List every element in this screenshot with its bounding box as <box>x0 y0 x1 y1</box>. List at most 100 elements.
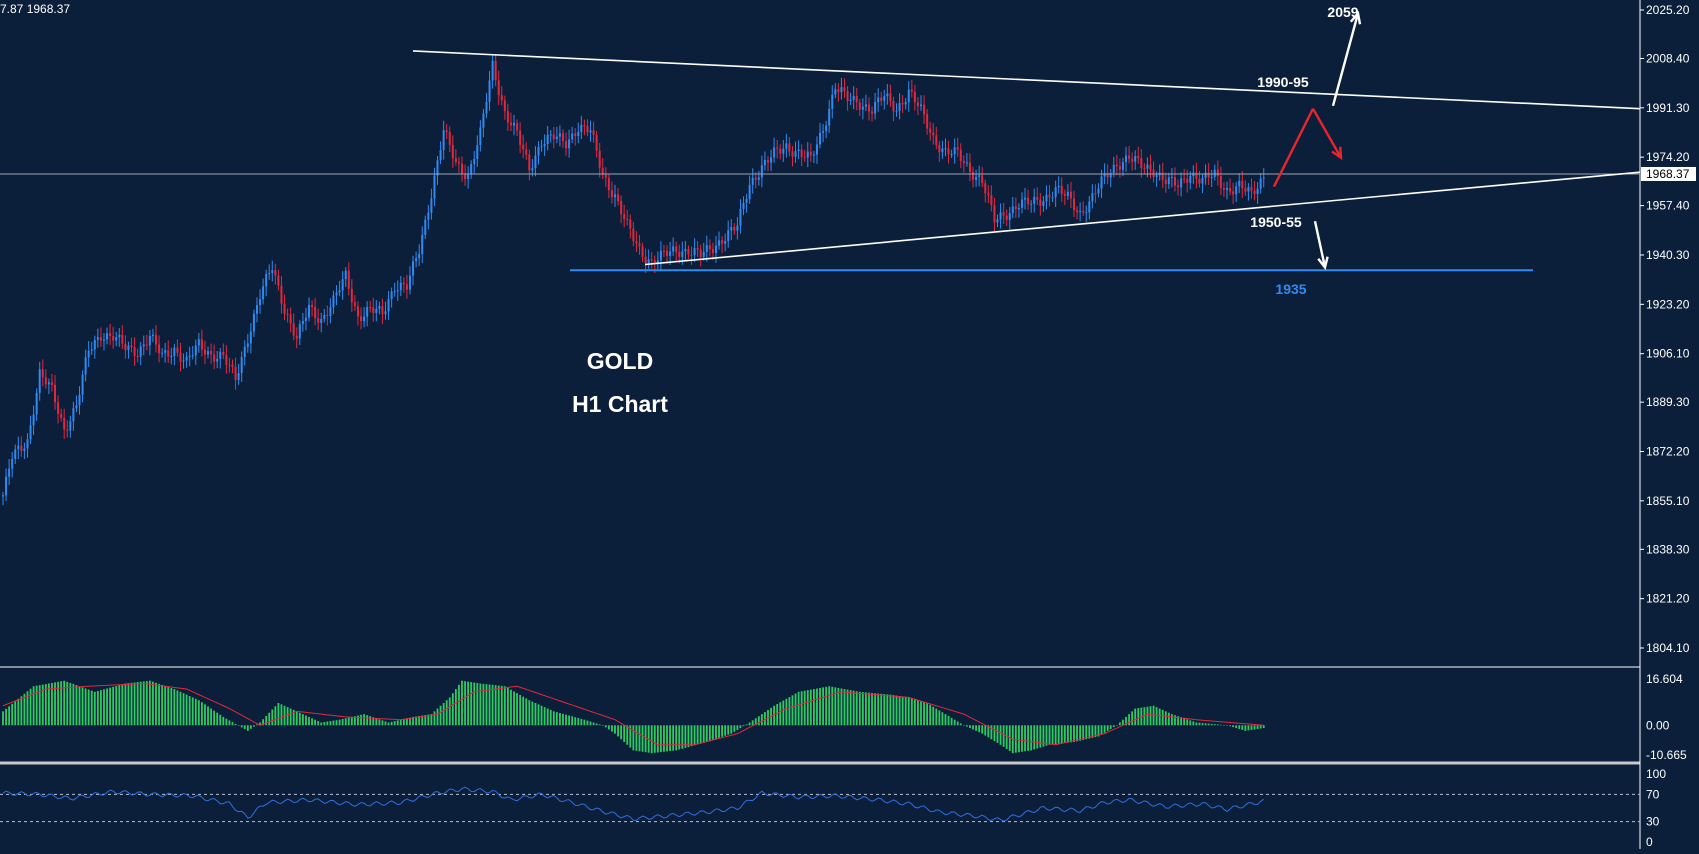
candle-body <box>461 163 463 175</box>
macd-bar <box>1076 725 1078 742</box>
candle <box>962 155 965 173</box>
macd-bar <box>534 702 537 726</box>
candle-body <box>834 89 837 95</box>
macd-bar <box>20 696 23 726</box>
candle-body <box>858 102 861 110</box>
candle-body <box>265 274 268 287</box>
candle <box>237 363 240 385</box>
candle-body <box>1131 158 1134 162</box>
macd-bar <box>427 714 430 726</box>
candle-body <box>656 260 659 265</box>
candle-body <box>718 240 721 246</box>
candle <box>329 298 332 324</box>
macd-bar <box>586 720 589 726</box>
candle <box>785 133 788 158</box>
candle-body <box>176 347 179 353</box>
macd-bar <box>500 685 503 726</box>
axis-tick-label: 1991.30 <box>1646 101 1690 115</box>
candle <box>598 142 601 178</box>
candle <box>283 294 286 321</box>
candle <box>1085 205 1088 222</box>
candle <box>1259 173 1262 194</box>
macd-bar <box>690 725 693 747</box>
candle-body <box>1017 207 1020 210</box>
candle-body <box>1229 188 1232 192</box>
candle <box>1244 180 1247 196</box>
macd-bar <box>1030 725 1033 751</box>
candle-body <box>610 190 613 198</box>
macd-bar <box>843 689 846 726</box>
candle <box>555 126 558 144</box>
macd-bar <box>96 690 99 726</box>
candle <box>1027 189 1030 210</box>
macd-bar <box>473 682 476 726</box>
candle-body <box>332 295 335 308</box>
candle-body <box>1128 155 1131 159</box>
candle-body <box>5 476 8 496</box>
candle <box>387 291 390 320</box>
macd-bar <box>1149 706 1152 726</box>
candle-body <box>130 345 133 347</box>
candle-body <box>972 171 975 180</box>
macd-bar <box>736 725 739 730</box>
macd-bar <box>708 725 711 741</box>
macd-bar <box>75 685 78 726</box>
candle <box>920 95 922 111</box>
candle-body <box>812 154 815 156</box>
candle-body <box>1030 203 1033 205</box>
macd-bar <box>855 691 858 726</box>
candle <box>776 139 779 159</box>
macd-bar <box>451 693 454 726</box>
arrow-shaft <box>1313 220 1327 268</box>
candle-body <box>240 357 243 374</box>
macd-bar <box>1177 716 1179 726</box>
macd-bar <box>748 722 751 726</box>
macd-bar <box>910 698 913 726</box>
candle <box>592 121 595 143</box>
candle-body <box>626 218 629 220</box>
candle-body <box>470 163 473 175</box>
candle-body <box>1097 188 1100 194</box>
macd-bar <box>1171 714 1173 726</box>
macd-bar <box>5 708 7 726</box>
candle-body <box>78 394 81 406</box>
macd-bar <box>375 718 378 726</box>
candle-body <box>920 104 922 107</box>
candle-body <box>534 155 537 169</box>
macd-bar <box>629 725 632 748</box>
candle-body <box>638 243 641 247</box>
candle <box>1216 160 1219 186</box>
candle <box>500 86 503 106</box>
candle <box>317 308 320 331</box>
candle-body <box>803 156 806 158</box>
candle-body <box>877 97 880 103</box>
macd-bar <box>1152 705 1155 726</box>
candle <box>693 238 696 263</box>
candle <box>690 246 693 265</box>
macd-bar <box>721 725 723 737</box>
candle-body <box>574 133 577 137</box>
macd-bar <box>546 708 549 726</box>
candle-body <box>767 160 769 163</box>
candle-body <box>886 93 889 97</box>
macd-bar <box>702 725 705 743</box>
current-price-badge[interactable] <box>1641 166 1696 181</box>
macd-bar <box>727 725 730 735</box>
candle <box>880 91 883 106</box>
candle-body <box>170 355 173 357</box>
candle-body <box>350 288 353 303</box>
price-axis[interactable]: 2025.20 2008.40 1991.30 1974.20 1957.40 1940.… <box>1640 3 1696 655</box>
candle <box>200 329 203 357</box>
candle <box>402 277 405 293</box>
candle <box>41 359 44 387</box>
candle <box>225 345 228 374</box>
macd-bar <box>969 725 971 729</box>
candle <box>1235 182 1238 202</box>
macd-bar <box>1005 725 1008 749</box>
candle <box>561 129 564 148</box>
candle-body <box>341 279 344 291</box>
candle-body <box>151 334 154 337</box>
candle-body <box>1048 194 1051 198</box>
candle <box>176 339 179 357</box>
candle <box>158 335 161 363</box>
